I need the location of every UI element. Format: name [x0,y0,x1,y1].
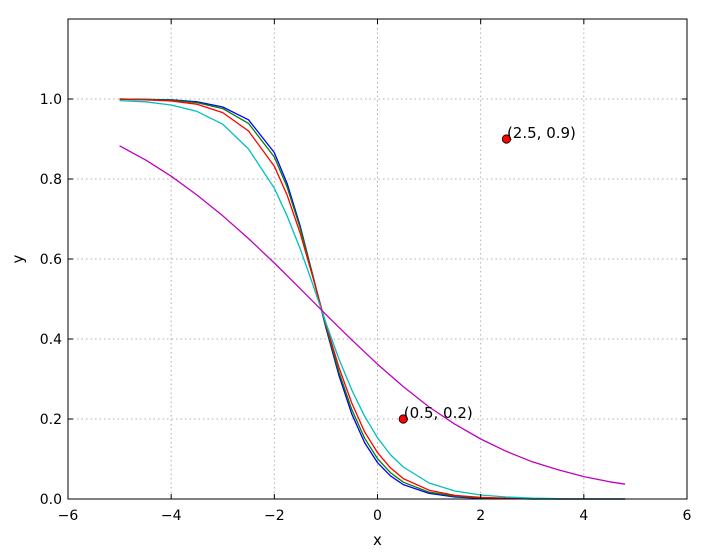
y-tick-label: 0.8 [40,172,62,188]
series-line-3 [119,98,626,500]
y-tick-label: 0.6 [40,252,62,268]
x-tick-label: −4 [161,508,182,524]
series-line-2 [119,98,626,500]
x-tick-label: 0 [373,508,382,524]
annotation-markers [398,134,512,424]
ticks [67,19,688,500]
series-line-4 [119,99,626,500]
annotation-point-2 [501,134,512,144]
y-axis-label: y [9,254,27,263]
y-tick-label: 0.2 [40,412,62,428]
annotation-labels: (0.5, 0.2) (2.5, 0.9) [404,124,576,422]
y-tick-label: 0.0 [40,492,62,508]
x-axis-label: x [373,531,382,549]
tick-labels: −6 −4 −2 0 2 4 6 0.0 0.2 0.4 0.6 0.8 1.0 [40,92,692,524]
series-line-5 [119,145,626,485]
annotation-label-1: (0.5, 0.2) [404,404,473,422]
annotation-point-1 [398,414,408,424]
grid-lines [68,19,687,499]
series-lines [119,98,626,500]
y-tick-label: 1.0 [40,92,62,108]
x-tick-label: −2 [264,508,285,524]
x-tick-label: 2 [476,508,485,524]
x-tick-label: 4 [579,508,588,524]
x-tick-label: 6 [683,508,692,524]
annotation-label-2: (2.5, 0.9) [507,124,576,142]
x-tick-label: −6 [58,508,79,524]
series-line-1 [119,98,626,500]
y-tick-label: 0.4 [40,332,62,348]
